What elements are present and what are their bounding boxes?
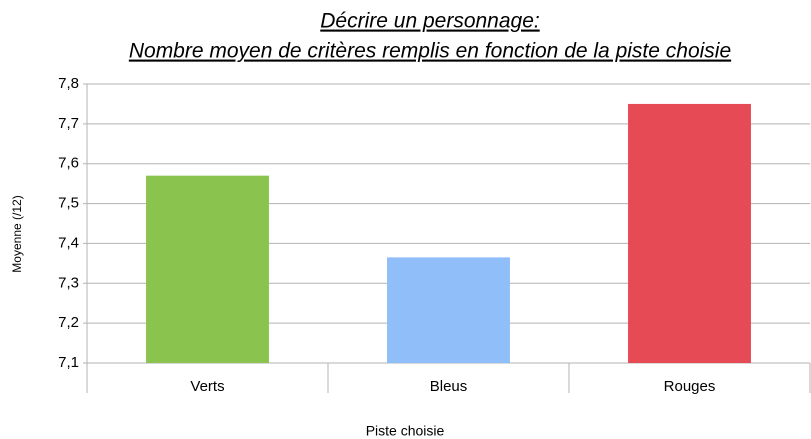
y-tick-label: 7,3 bbox=[58, 274, 79, 291]
y-axis-label: Moyenne (/12) bbox=[10, 195, 24, 272]
y-tick-label: 7,1 bbox=[58, 354, 79, 371]
bar bbox=[387, 257, 510, 363]
y-tick-label: 7,2 bbox=[58, 314, 79, 331]
chart-title: Décrire un personnage: bbox=[320, 10, 539, 33]
x-axis-label: Piste choisie bbox=[366, 423, 445, 439]
y-tick-label: 7,5 bbox=[58, 195, 79, 212]
chart-subtitle: Nombre moyen de critères remplis en fonc… bbox=[129, 40, 731, 63]
bar bbox=[146, 175, 269, 363]
y-tick-label: 7,4 bbox=[58, 234, 79, 251]
y-tick-label: 7,6 bbox=[58, 155, 79, 172]
y-tick-label: 7,8 bbox=[58, 75, 79, 92]
x-tick-label: Verts bbox=[190, 378, 224, 395]
x-tick-label: Rouges bbox=[664, 378, 716, 395]
bar bbox=[628, 103, 751, 363]
y-tick-label: 7,7 bbox=[58, 115, 79, 132]
x-tick-label: Bleus bbox=[430, 378, 468, 395]
